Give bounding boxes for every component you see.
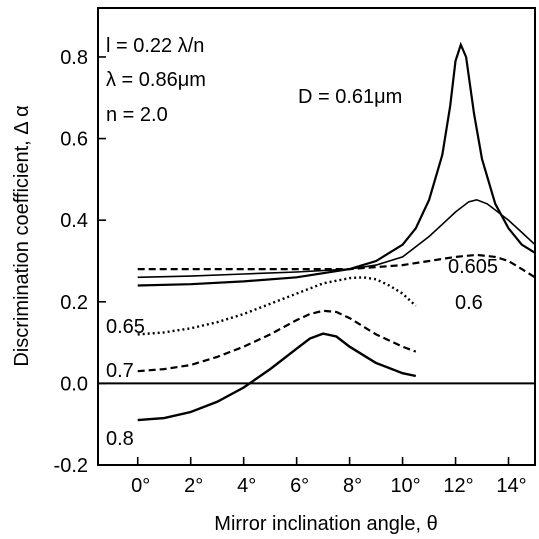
- x-tick-label: 10°: [390, 475, 420, 497]
- series-label-0-61: D = 0.61μm: [298, 86, 402, 108]
- x-tick-label: 6°: [290, 475, 309, 497]
- x-tick-label: 4°: [237, 475, 256, 497]
- param-layer-thickness: l = 0.22 λ/n: [106, 35, 204, 57]
- x-tick-label: 2°: [184, 475, 203, 497]
- series-line-3: [137, 276, 417, 336]
- y-tick-label: 0.0: [60, 373, 88, 395]
- plot-frame: [97, 7, 536, 466]
- series-label-0-8: 0.8: [106, 428, 134, 450]
- y-tick-label: 0.4: [60, 210, 88, 232]
- series-line-0: [137, 41, 536, 287]
- series-line-5: [137, 332, 417, 422]
- series-line-2: [137, 253, 536, 279]
- param-wavelength: λ = 0.86μm: [106, 69, 206, 91]
- y-tick-label: -0.2: [54, 455, 88, 477]
- x-axis-title: Mirror inclination angle, θ: [214, 513, 437, 535]
- y-tick-label: 0.6: [60, 129, 88, 151]
- series-line-4: [137, 309, 417, 373]
- series-label-0-605: 0.605: [448, 256, 498, 278]
- param-refractive-index: n = 2.0: [106, 104, 168, 126]
- x-tick-label: 0°: [131, 475, 150, 497]
- series-label-0-6: 0.6: [455, 292, 483, 314]
- ticks-layer: 0° 2° 4° 6° 8° 10° 12° 14° -0.2 0.0 0.2 0.4 0.6 0.8: [54, 47, 527, 497]
- x-tick-label: 12°: [443, 475, 473, 497]
- x-tick-label: 14°: [496, 475, 526, 497]
- x-tick-label: 8°: [343, 475, 362, 497]
- series-label-0-7: 0.7: [106, 360, 134, 382]
- y-tick-label: 0.8: [60, 47, 88, 69]
- y-tick-label: 0.2: [60, 292, 88, 314]
- series-label-0-65: 0.65: [106, 316, 145, 338]
- curves-layer: [137, 41, 536, 422]
- series-line-1: [137, 198, 536, 279]
- y-axis-title: Discrimination coefficient, Δ α: [11, 105, 33, 366]
